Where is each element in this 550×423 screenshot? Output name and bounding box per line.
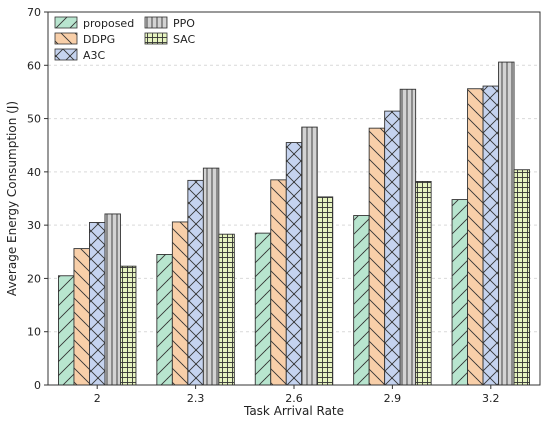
bar-sac-2.3 xyxy=(218,233,235,386)
x-tick-label: 3.2 xyxy=(482,392,500,405)
legend-label-ppo: PPO xyxy=(173,17,195,30)
y-axis-title: Average Energy Consumption (J) xyxy=(5,101,19,296)
legend: proposed DDPG A3C PPO SAC xyxy=(54,16,196,62)
y-tick-label: 50 xyxy=(27,113,41,126)
bar-a3c-2 xyxy=(88,222,106,386)
legend-label-proposed: proposed xyxy=(83,17,134,30)
y-tick-label: 20 xyxy=(27,272,41,285)
y-tick-label: 40 xyxy=(27,166,41,179)
legend-swatch-ppo xyxy=(144,16,168,29)
legend-swatch-a3c xyxy=(54,48,78,61)
bar-sac-2 xyxy=(119,265,137,386)
bar-ppo-2 xyxy=(104,213,121,386)
bar-proposed-2 xyxy=(58,275,75,386)
bar-ppo-2.3 xyxy=(202,167,220,386)
legend-label-ddpg: DDPG xyxy=(83,33,115,46)
x-tick-label: 2.9 xyxy=(384,392,402,405)
bar-ppo-3.2 xyxy=(498,61,515,386)
legend-label-sac: SAC xyxy=(173,33,196,46)
y-tick-label: 60 xyxy=(27,59,41,72)
bar-ddpg-3.2 xyxy=(467,88,484,386)
bar-proposed-2.9 xyxy=(353,215,370,386)
bar-proposed-2.6 xyxy=(254,232,272,386)
bar-a3c-2.6 xyxy=(285,142,303,386)
bar-sac-2.9 xyxy=(415,180,432,386)
bar-sac-3.2 xyxy=(513,169,530,386)
legend-swatch-ddpg xyxy=(54,32,78,45)
bar-ppo-2.9 xyxy=(399,88,417,386)
x-axis-title: Task Arrival Rate xyxy=(243,404,344,418)
y-tick-label: 30 xyxy=(27,219,41,232)
x-tick-label: 2.3 xyxy=(187,392,205,405)
bar-a3c-3.2 xyxy=(482,85,499,386)
bar-ddpg-2.6 xyxy=(270,179,287,386)
bar-ddpg-2.3 xyxy=(171,221,189,386)
y-tick-label: 0 xyxy=(34,379,41,392)
bar-a3c-2.3 xyxy=(187,179,204,386)
y-tick-label: 10 xyxy=(27,326,41,339)
bar-proposed-2.3 xyxy=(156,253,173,386)
x-tick-label: 2 xyxy=(94,392,101,405)
bar-ddpg-2 xyxy=(73,248,90,386)
legend-label-a3c: A3C xyxy=(83,49,106,62)
bar-ddpg-2.9 xyxy=(368,127,386,386)
legend-swatch-sac xyxy=(144,32,168,45)
legend-swatch-proposed xyxy=(54,16,78,29)
bar-a3c-2.9 xyxy=(384,110,401,386)
x-tick-label: 2.6 xyxy=(285,392,303,405)
bars-group xyxy=(58,61,530,386)
bar-sac-2.6 xyxy=(316,196,334,386)
y-tick-label: 70 xyxy=(27,6,41,19)
tick-labels: 0 10 20 30 40 50 60 70 2 2.3 2.6 2.9 3.2 xyxy=(27,6,500,405)
bar-ppo-2.6 xyxy=(301,126,318,386)
bar-proposed-3.2 xyxy=(451,199,468,386)
